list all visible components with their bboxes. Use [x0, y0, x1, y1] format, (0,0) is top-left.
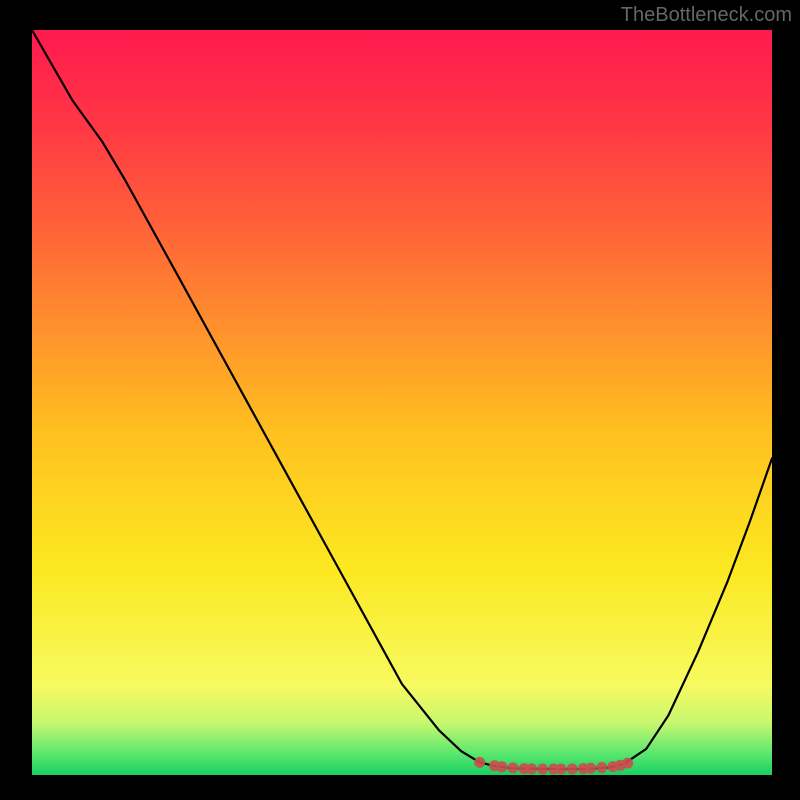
optimum-dot	[496, 761, 507, 772]
optimum-dot	[622, 758, 633, 769]
optimum-dot	[585, 763, 596, 774]
watermark-text: TheBottleneck.com	[621, 4, 792, 27]
optimum-dot	[567, 763, 578, 774]
optimum-dot	[596, 762, 607, 773]
optimum-dot	[474, 757, 485, 768]
bottleneck-main-curve	[32, 30, 772, 769]
optimum-dot	[537, 764, 548, 775]
curve-overlay	[0, 0, 800, 800]
optimum-dot	[526, 763, 537, 774]
optimum-dot	[508, 762, 519, 773]
optimum-dot	[556, 764, 567, 775]
